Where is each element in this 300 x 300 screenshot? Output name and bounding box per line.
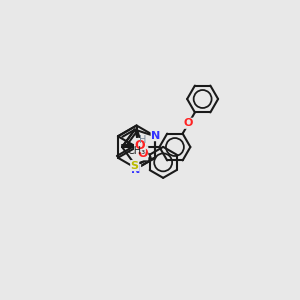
- Text: O: O: [135, 139, 145, 152]
- Text: O: O: [184, 118, 193, 128]
- Text: N: N: [151, 131, 160, 141]
- Text: S: S: [131, 160, 139, 171]
- Text: N: N: [131, 165, 141, 175]
- Text: O: O: [137, 147, 148, 160]
- Text: CH₃: CH₃: [128, 146, 146, 157]
- Text: H: H: [139, 134, 147, 145]
